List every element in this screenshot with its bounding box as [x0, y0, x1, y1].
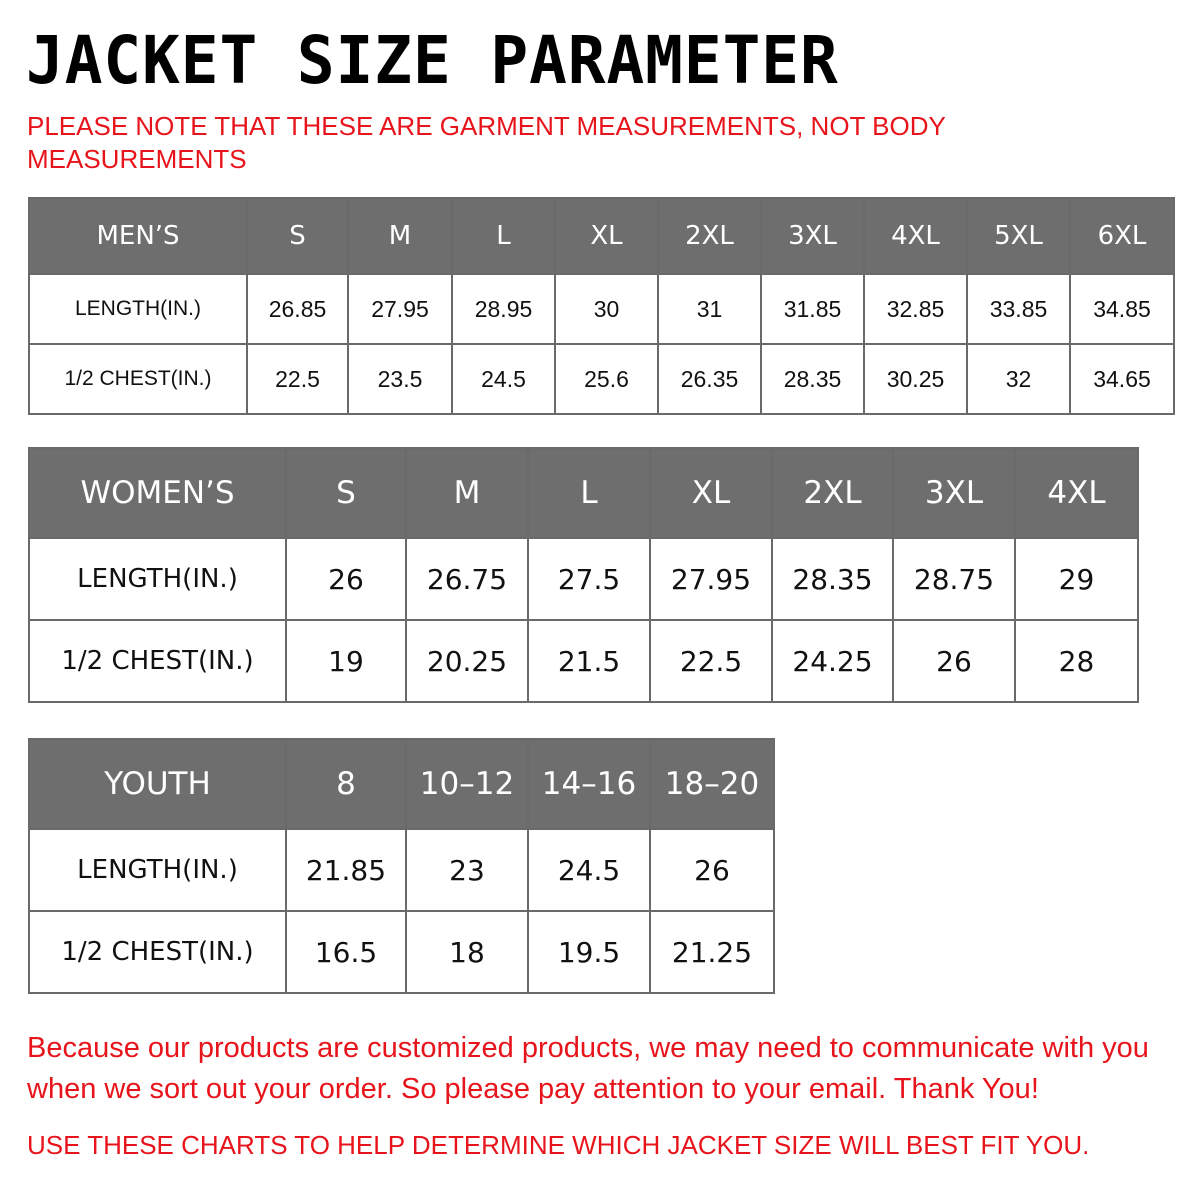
row-label: 1/2 CHEST(IN.) [28, 619, 287, 703]
size-header: 2XL [657, 197, 762, 275]
measurement-cell: 27.95 [347, 273, 453, 345]
size-header: 14–16 [527, 738, 651, 830]
table-category-header: WOMEN’S [28, 447, 287, 539]
measurement-cell: 21.85 [285, 828, 407, 912]
size-header: 10–12 [405, 738, 529, 830]
measurement-cell: 33.85 [966, 273, 1071, 345]
measurement-cell: 26.75 [405, 537, 529, 621]
measurement-cell: 32 [966, 343, 1071, 415]
measurement-cell: 28.35 [760, 343, 865, 415]
size-header: 2XL [771, 447, 894, 539]
size-header: L [527, 447, 651, 539]
table-row: LENGTH(IN.) 26 26.75 27.5 27.95 28.35 28.75 29 [28, 537, 1139, 621]
measurement-cell: 21.25 [649, 910, 775, 994]
measurement-cell: 26 [649, 828, 775, 912]
size-header: 4XL [1014, 447, 1139, 539]
measurement-cell: 34.65 [1069, 343, 1175, 415]
measurement-cell: 21.5 [527, 619, 651, 703]
measurement-cell: 26.35 [657, 343, 762, 415]
measurement-cell: 26 [285, 537, 407, 621]
header-row: YOUTH 8 10–12 14–16 18–20 [28, 738, 775, 830]
measurement-cell: 30 [554, 273, 659, 345]
header-row: MEN’S S M L XL 2XL 3XL 4XL 5XL 6XL [28, 197, 1175, 275]
measurement-cell: 31 [657, 273, 762, 345]
measurement-cell: 27.5 [527, 537, 651, 621]
table-category-header: YOUTH [28, 738, 287, 830]
fit-advice: USE THESE CHARTS TO HELP DETERMINE WHICH… [27, 1130, 1090, 1160]
measurement-cell: 24.5 [527, 828, 651, 912]
measurement-cell: 31.85 [760, 273, 865, 345]
measurement-cell: 18 [405, 910, 529, 994]
size-header: 18–20 [649, 738, 775, 830]
measurement-cell: 23 [405, 828, 529, 912]
size-header: S [285, 447, 407, 539]
row-label: LENGTH(IN.) [28, 537, 287, 621]
measurement-note: PLEASE NOTE THAT THESE ARE GARMENT MEASU… [27, 111, 946, 174]
size-header: 5XL [966, 197, 1071, 275]
measurement-cell: 26.85 [246, 273, 349, 345]
table-row: 1/2 CHEST(IN.) 22.5 23.5 24.5 25.6 26.35 28.35… [28, 343, 1175, 415]
measurement-cell: 19 [285, 619, 407, 703]
size-header: M [347, 197, 453, 275]
measurement-cell: 28.95 [451, 273, 556, 345]
row-label: LENGTH(IN.) [28, 273, 248, 345]
row-label: 1/2 CHEST(IN.) [28, 910, 287, 994]
customization-message: Because our products are customized prod… [27, 1032, 1149, 1105]
size-header: 4XL [863, 197, 968, 275]
size-header: 6XL [1069, 197, 1175, 275]
table-row: LENGTH(IN.) 26.85 27.95 28.95 30 31 31.85 32.85… [28, 273, 1175, 345]
measurement-cell: 34.85 [1069, 273, 1175, 345]
measurement-cell: 22.5 [649, 619, 773, 703]
measurement-cell: 20.25 [405, 619, 529, 703]
measurement-cell: 27.95 [649, 537, 773, 621]
measurement-cell: 30.25 [863, 343, 968, 415]
table-category-header: MEN’S [28, 197, 248, 275]
row-label: 1/2 CHEST(IN.) [28, 343, 248, 415]
measurement-cell: 25.6 [554, 343, 659, 415]
size-header: S [246, 197, 349, 275]
size-header: 3XL [760, 197, 865, 275]
measurement-cell: 28 [1014, 619, 1139, 703]
measurement-cell: 22.5 [246, 343, 349, 415]
size-header: XL [554, 197, 659, 275]
measurement-cell: 24.5 [451, 343, 556, 415]
men-size-table: MEN’S S M L XL 2XL 3XL 4XL 5XL 6XL LENGTH(IN.) 26.8… [28, 197, 1175, 415]
women-size-table: WOMEN’S S M L XL 2XL 3XL 4XL LENGTH(IN.) 26 26.75 2… [28, 447, 1139, 703]
measurement-cell: 26 [892, 619, 1016, 703]
size-header: XL [649, 447, 773, 539]
measurement-cell: 29 [1014, 537, 1139, 621]
header-row: WOMEN’S S M L XL 2XL 3XL 4XL [28, 447, 1139, 539]
measurement-cell: 28.75 [892, 537, 1016, 621]
measurement-cell: 19.5 [527, 910, 651, 994]
table-row: LENGTH(IN.) 21.85 23 24.5 26 [28, 828, 775, 912]
measurement-cell: 32.85 [863, 273, 968, 345]
measurement-cell: 16.5 [285, 910, 407, 994]
table-row: 1/2 CHEST(IN.) 16.5 18 19.5 21.25 [28, 910, 775, 994]
measurement-cell: 23.5 [347, 343, 453, 415]
size-header: M [405, 447, 529, 539]
row-label: LENGTH(IN.) [28, 828, 287, 912]
measurement-cell: 24.25 [771, 619, 894, 703]
size-header: L [451, 197, 556, 275]
size-header: 8 [285, 738, 407, 830]
youth-size-table: YOUTH 8 10–12 14–16 18–20 LENGTH(IN.) 21.85 23 2… [28, 738, 775, 994]
page-title: JACKET SIZE PARAMETER [26, 22, 839, 99]
size-header: 3XL [892, 447, 1016, 539]
table-row: 1/2 CHEST(IN.) 19 20.25 21.5 22.5 24.25 26 28 [28, 619, 1139, 703]
measurement-cell: 28.35 [771, 537, 894, 621]
